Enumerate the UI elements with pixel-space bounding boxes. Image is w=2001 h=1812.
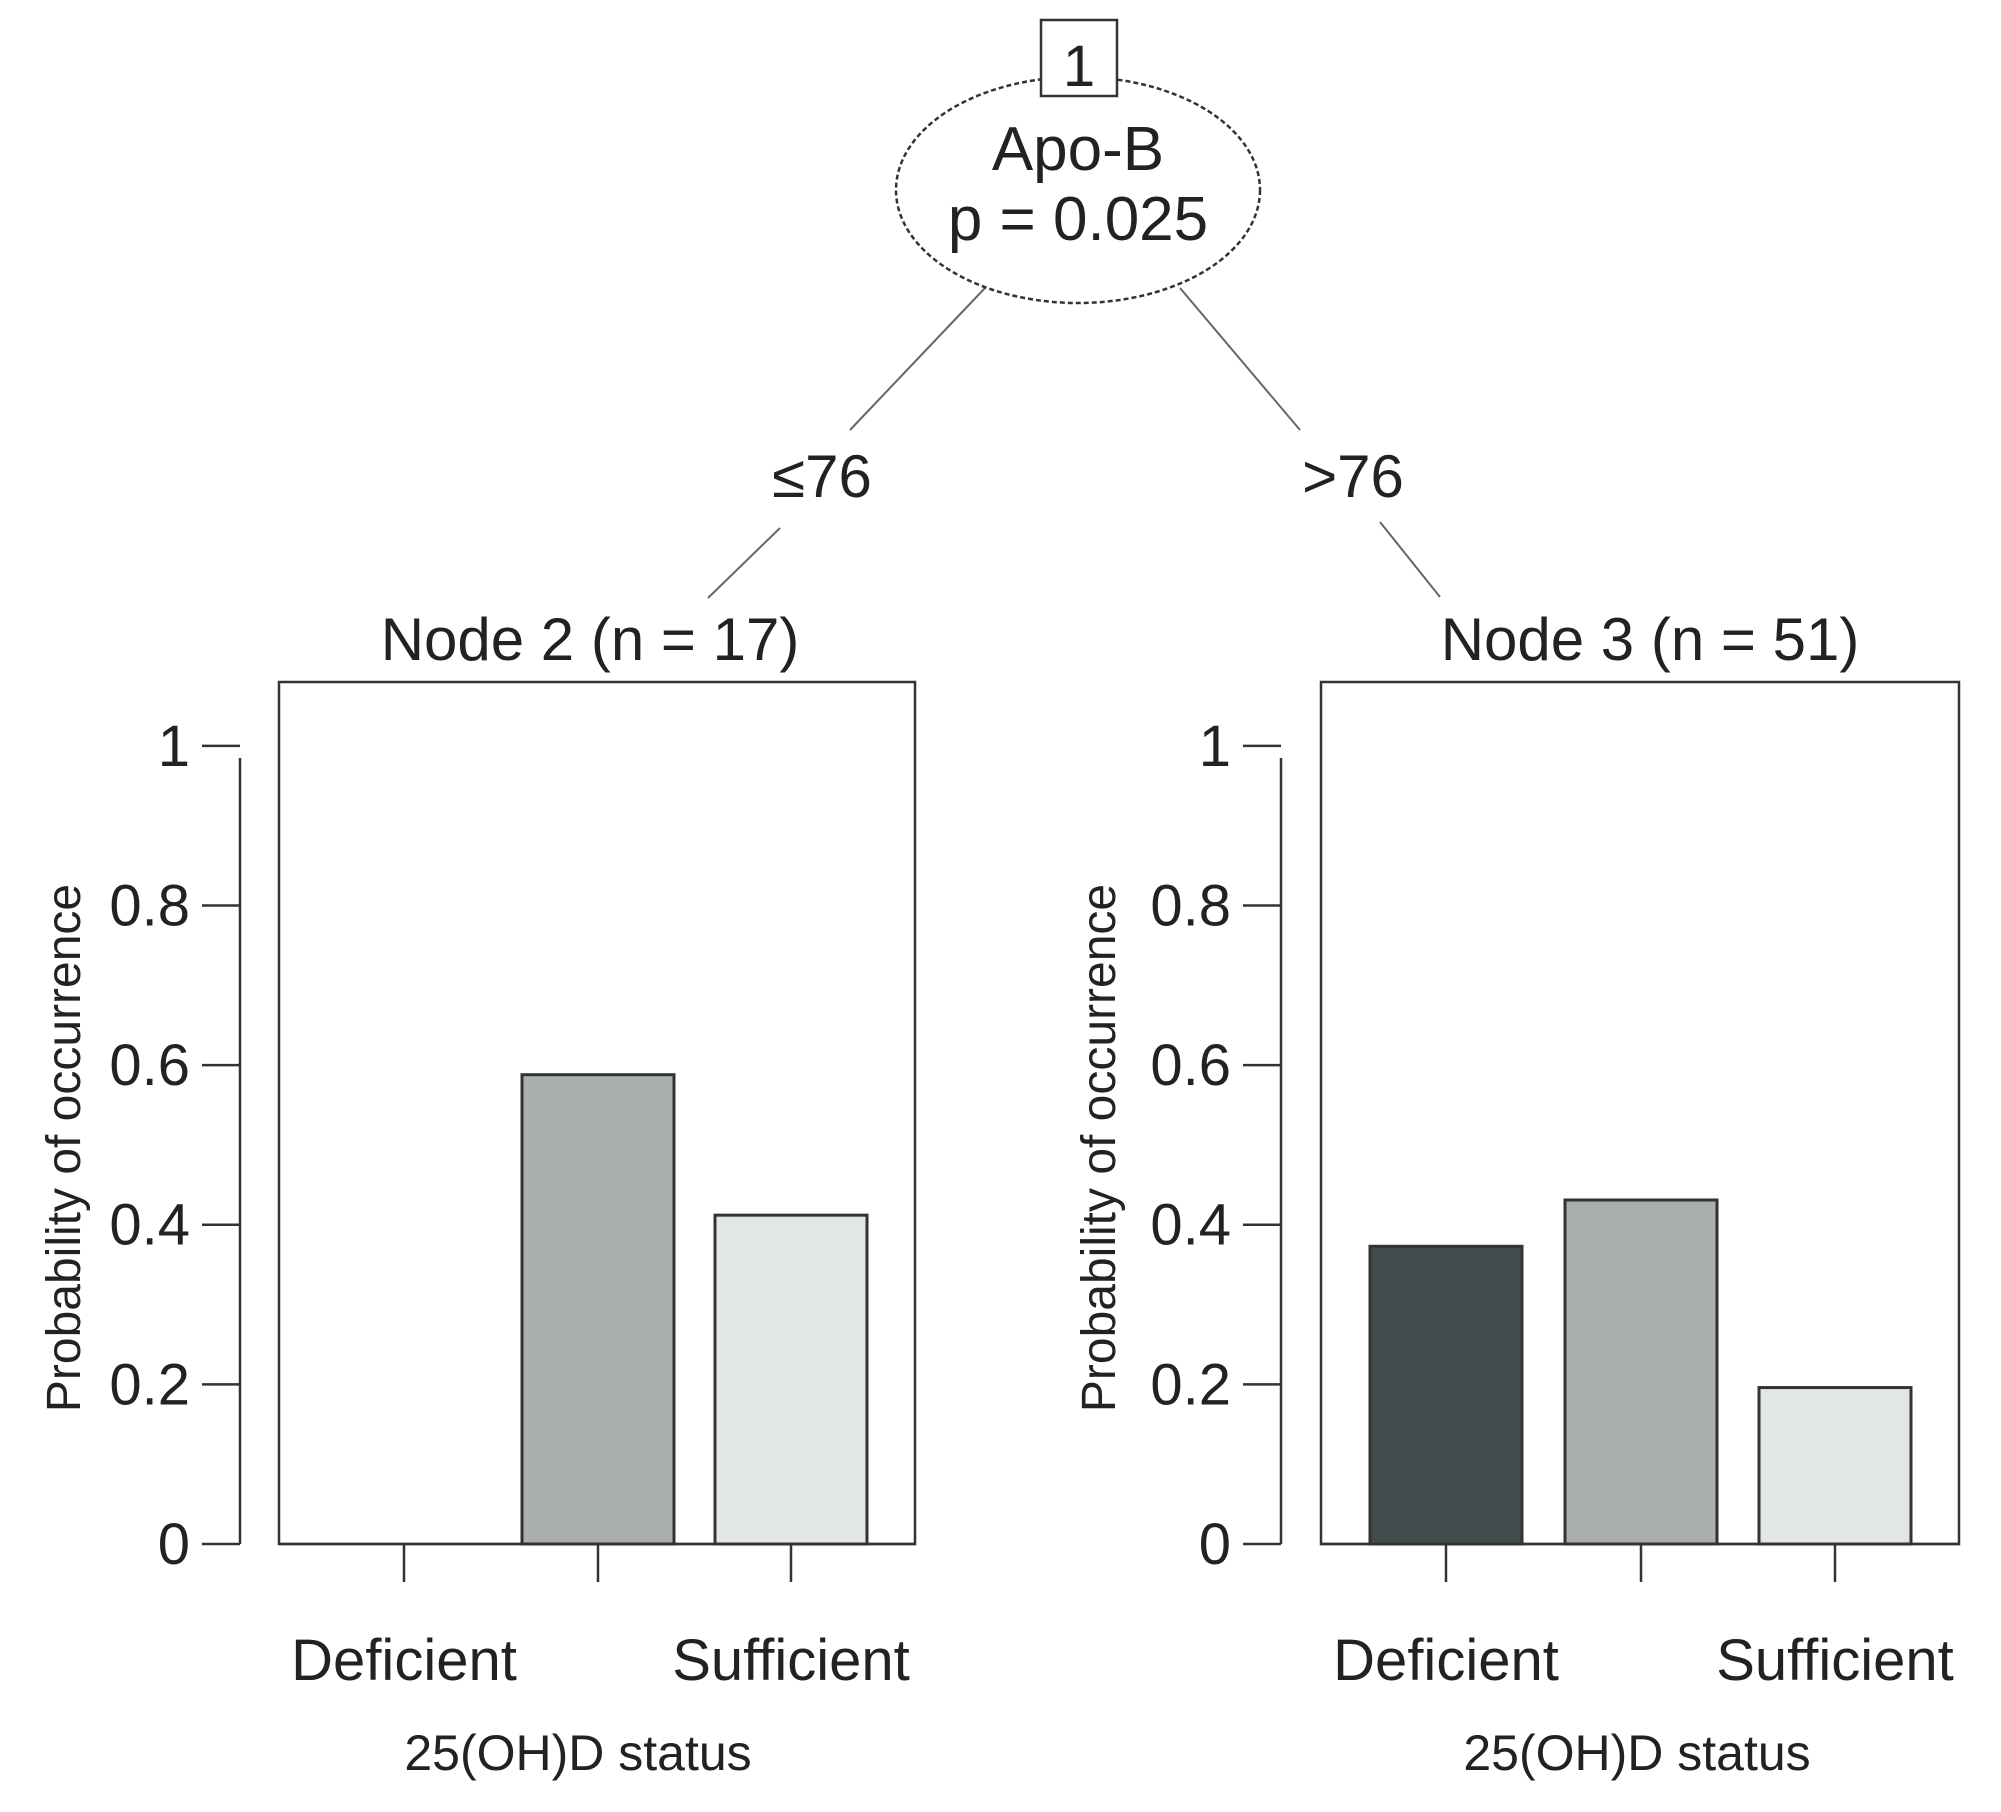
- node-3-ytick-label: 0: [1199, 1512, 1231, 1577]
- node-2-ytick-label: 1: [158, 714, 190, 779]
- node-3-title: Node 3 (n = 51): [1441, 606, 1860, 673]
- node-2-xtick-label-sufficient: Sufficient: [672, 1628, 910, 1693]
- split-label-right: >76: [1302, 443, 1404, 510]
- node-2-bar-insufficient: [520, 1073, 676, 1546]
- node-2-y-ticks: 0 0.2 0.4 0.6 0.8 1: [109, 714, 240, 1577]
- node-3-ytick-label: 0.4: [1150, 1193, 1231, 1258]
- node-3-bar-insufficient: [1563, 1198, 1719, 1546]
- node-3-xtick-label-deficient: Deficient: [1333, 1628, 1559, 1693]
- tree-edges: [707, 287, 1441, 599]
- node-3-ylabel: Probability of occurrence: [1073, 884, 1126, 1412]
- edge-root-right-lower: [1379, 521, 1441, 598]
- node-2-xlabel: 25(OH)D status: [404, 1725, 751, 1781]
- node-3-bar-deficient: [1368, 1244, 1524, 1546]
- node-3-bar-sufficient: [1757, 1386, 1913, 1546]
- node-2-bar-sufficient: [713, 1213, 869, 1546]
- root-node-id-box: [1039, 18, 1119, 98]
- edge-root-left-lower: [707, 527, 781, 599]
- edge-root-left-upper: [849, 287, 986, 431]
- root-node-variable: Apo-B: [992, 115, 1164, 184]
- split-label-left: ≤76: [772, 443, 872, 510]
- edge-root-right-upper: [1179, 287, 1301, 431]
- node-2-ylabel: Probability of occurrence: [38, 884, 91, 1412]
- node-2-xtick-label-deficient: Deficient: [291, 1628, 517, 1693]
- node-3-ytick-label: 0.6: [1150, 1033, 1231, 1098]
- node-3-ytick-label: 1: [1199, 714, 1231, 779]
- root-node-pvalue: p = 0.025: [948, 185, 1208, 254]
- node-3-xtick-label-sufficient: Sufficient: [1716, 1628, 1954, 1693]
- node-3-ytick-label: 0.8: [1150, 873, 1231, 938]
- node-2-bars: [520, 1073, 869, 1546]
- node-3-xlabel: 25(OH)D status: [1463, 1725, 1810, 1781]
- node-2-x-ticks: Deficient Sufficient: [291, 1544, 910, 1693]
- node-3-bars: [1368, 1198, 1913, 1546]
- node-3-x-ticks: Deficient Sufficient: [1333, 1544, 1954, 1693]
- node-3-panel: Node 3 (n = 51) 0 0.2 0.4 0.6 0.8 1 Deficient…: [1073, 606, 1961, 1781]
- node-2-ytick-label: 0.6: [109, 1033, 190, 1098]
- node-2-panel: Node 2 (n = 17) 0 0.2 0.4 0.6 0.8 1 Deficient…: [38, 606, 917, 1781]
- node-2-ytick-label: 0.8: [109, 873, 190, 938]
- node-3-y-ticks: 0 0.2 0.4 0.6 0.8 1: [1150, 714, 1281, 1577]
- node-2-ytick-label: 0.2: [109, 1352, 190, 1417]
- node-2-title: Node 2 (n = 17): [381, 606, 800, 673]
- node-2-ytick-label: 0.4: [109, 1193, 190, 1258]
- node-2-ytick-label: 0: [158, 1512, 190, 1577]
- root-node: 1 Apo-B p = 0.025: [894, 18, 1262, 305]
- node-3-ytick-label: 0.2: [1150, 1352, 1231, 1417]
- root-node-id: 1: [1063, 34, 1095, 99]
